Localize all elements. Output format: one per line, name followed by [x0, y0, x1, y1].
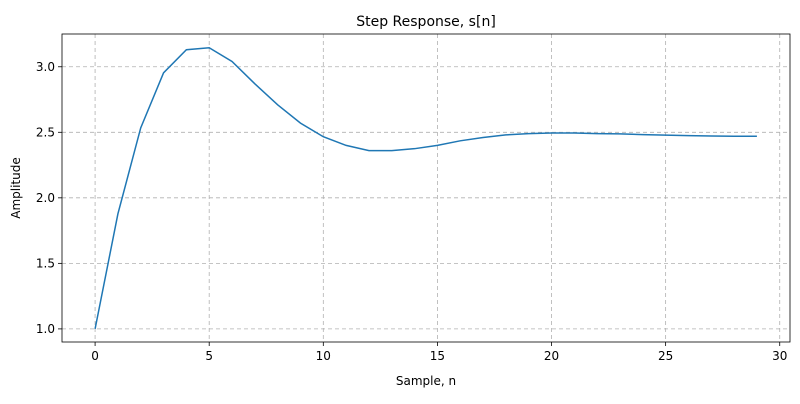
x-tick-label: 25	[658, 349, 673, 363]
plot-frame	[61, 33, 791, 343]
y-tick-label: 2.0	[36, 191, 55, 205]
x-tick-label: 30	[772, 349, 787, 363]
x-tick-label: 15	[430, 349, 445, 363]
y-axis-label: Amplitude	[9, 157, 23, 219]
x-tick-label: 5	[205, 349, 213, 363]
data-line	[94, 46, 757, 330]
y-tick-label: 1.5	[36, 256, 55, 270]
chart-title: Step Response, s[n]	[356, 14, 496, 30]
x-tick-label: 10	[316, 349, 331, 363]
x-tick-label: 20	[544, 349, 559, 363]
y-tick-label: 3.0	[36, 60, 55, 74]
y-tick-label: 1.0	[36, 322, 55, 336]
x-tick-label: 0	[91, 349, 99, 363]
y-tick-label: 2.5	[36, 125, 55, 139]
x-axis-label: Sample, n	[396, 374, 456, 388]
